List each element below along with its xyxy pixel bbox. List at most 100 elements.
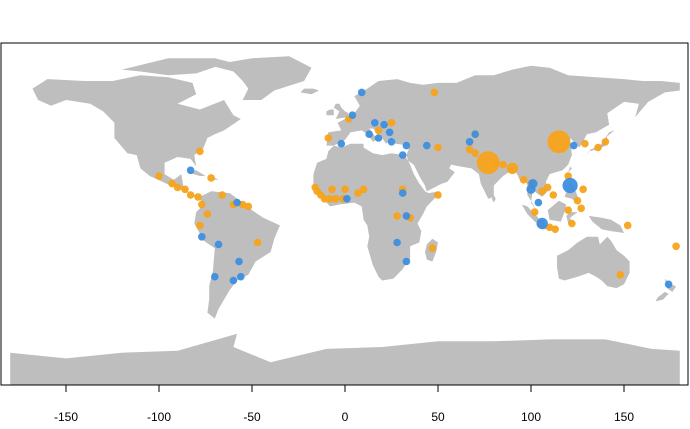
data-point (359, 185, 368, 194)
data-point (499, 160, 507, 169)
data-point (331, 195, 340, 203)
data-point (601, 138, 610, 146)
land-sri-lanka (491, 195, 496, 203)
data-point (385, 128, 394, 137)
data-point (229, 276, 238, 285)
data-point (218, 191, 226, 199)
data-point (393, 238, 401, 247)
land-indonesia (521, 204, 543, 226)
data-point (506, 162, 519, 175)
land-great-britain (333, 103, 349, 119)
data-point (570, 141, 578, 150)
land-eurasia (326, 65, 680, 211)
land-arctic-islands (121, 58, 230, 76)
data-point (168, 179, 176, 188)
data-point (196, 147, 204, 156)
data-point (186, 166, 195, 175)
data-point (337, 139, 346, 148)
data-point (237, 272, 245, 281)
data-point (623, 221, 632, 230)
land-north-america (32, 75, 241, 199)
data-point (551, 225, 559, 233)
data-point (198, 233, 206, 241)
data-point (320, 195, 329, 203)
data-point (196, 221, 204, 230)
data-point (380, 120, 388, 129)
land-ireland (326, 109, 334, 116)
x-tick-label: 150 (614, 410, 634, 424)
data-point (357, 88, 366, 97)
data-point (374, 134, 383, 142)
data-point (207, 174, 215, 182)
data-point (616, 271, 625, 279)
data-point (387, 138, 396, 146)
x-tick-label: -100 (147, 410, 171, 424)
data-point (398, 151, 407, 159)
data-point (343, 195, 351, 203)
data-point (398, 189, 407, 197)
land-new-zealand-south (655, 291, 669, 302)
data-point (543, 183, 552, 192)
land-new-guinea (588, 215, 624, 233)
data-point (434, 191, 442, 199)
data-point (155, 172, 163, 180)
data-point (354, 189, 362, 197)
data-point (581, 139, 589, 148)
data-point (562, 177, 578, 194)
data-point (203, 210, 212, 218)
data-point (328, 185, 336, 194)
land-africa (313, 143, 440, 281)
data-point (214, 240, 223, 249)
land-australia (557, 236, 630, 289)
data-point (471, 149, 480, 157)
land-borneo (547, 200, 567, 222)
x-tick-label: 0 (342, 410, 349, 424)
data-point (465, 138, 474, 146)
x-tick-label: 50 (431, 410, 445, 424)
data-point (173, 183, 182, 192)
land-masses (10, 56, 680, 385)
data-point (194, 193, 202, 201)
data-point (465, 145, 474, 154)
land-taiwan (568, 166, 572, 173)
data-point (530, 208, 539, 216)
data-point (536, 217, 548, 230)
data-point (423, 141, 431, 150)
data-point (564, 172, 572, 180)
land-arabia-gap-fill (408, 151, 455, 192)
data-point (365, 130, 374, 138)
data-point (564, 206, 572, 214)
data-point (491, 158, 500, 167)
data-point (476, 151, 500, 175)
data-point (594, 143, 602, 152)
data-point (402, 257, 411, 266)
x-tick-label: 100 (521, 410, 541, 424)
data-point (387, 119, 396, 127)
land-sulawesi (566, 212, 578, 224)
data-points (155, 88, 680, 289)
data-point (568, 219, 576, 228)
data-point (549, 191, 558, 199)
data-point (547, 130, 571, 154)
data-point (577, 204, 585, 213)
data-point (402, 141, 411, 150)
x-tick-label: -150 (54, 410, 78, 424)
data-point (186, 191, 195, 199)
data-point (371, 119, 379, 127)
data-point (233, 198, 241, 207)
data-point (181, 185, 189, 194)
land-iceland (300, 88, 319, 95)
x-tick-label: -50 (243, 410, 261, 424)
data-point (538, 187, 546, 195)
data-point (519, 176, 528, 184)
data-point (434, 143, 442, 152)
land-greenland (211, 56, 312, 100)
land-antarctica (10, 333, 680, 385)
data-point (579, 185, 587, 194)
data-point (573, 196, 582, 205)
data-point (211, 272, 219, 281)
data-point (402, 212, 411, 220)
data-point (244, 202, 253, 211)
data-point (471, 130, 480, 138)
data-point (534, 198, 543, 207)
